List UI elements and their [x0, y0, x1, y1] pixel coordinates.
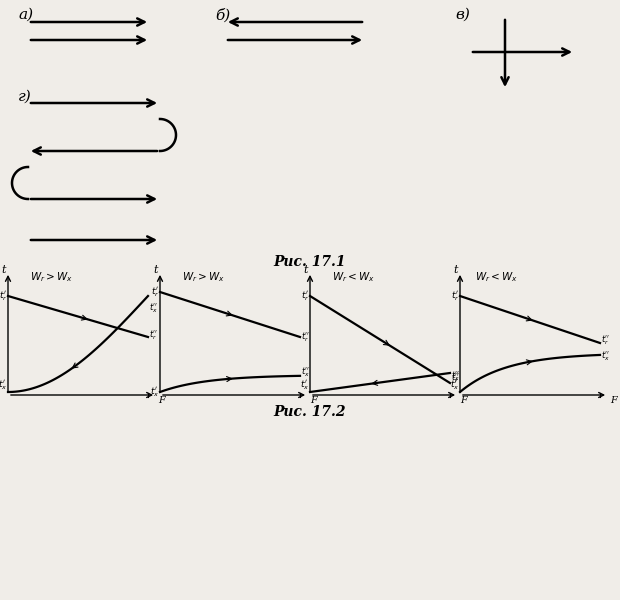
Text: $t_x'$: $t_x'$	[0, 379, 7, 392]
Text: F: F	[310, 396, 317, 405]
Text: t: t	[154, 265, 158, 275]
Text: $t_r''$: $t_r''$	[149, 328, 158, 342]
Text: F: F	[460, 396, 467, 405]
Text: а): а)	[18, 8, 33, 22]
Text: $t_r'$: $t_r'$	[301, 289, 309, 303]
Text: $W_r$$<$$W_x$: $W_r$$<$$W_x$	[332, 270, 375, 284]
Text: б): б)	[215, 8, 230, 22]
Text: $t_r'$: $t_r'$	[151, 285, 159, 299]
Text: $t_x''$: $t_x''$	[301, 365, 310, 379]
Text: $t_x''$: $t_x''$	[601, 349, 610, 363]
Text: $t_r''$: $t_r''$	[601, 333, 610, 347]
Text: $t_x'$: $t_x'$	[450, 379, 459, 392]
Text: F: F	[158, 396, 165, 405]
Text: Рис. 17.1: Рис. 17.1	[274, 255, 346, 269]
Text: t: t	[304, 265, 308, 275]
Text: $t_r'$: $t_r'$	[0, 289, 7, 303]
Text: $t_r''$: $t_r''$	[301, 330, 310, 344]
Text: $t_x''$: $t_x''$	[451, 369, 460, 383]
Text: в): в)	[455, 8, 470, 22]
Text: t: t	[453, 265, 458, 275]
Text: г): г)	[18, 90, 32, 104]
Text: Рис. 17.2: Рис. 17.2	[274, 405, 346, 419]
Text: $t_x''$: $t_x''$	[149, 301, 158, 315]
Text: $W_r$$>$$W_x$: $W_r$$>$$W_x$	[182, 270, 225, 284]
Text: $t_r'$: $t_r'$	[451, 289, 459, 303]
Text: $t_x'$: $t_x'$	[299, 379, 309, 392]
Text: t: t	[1, 265, 6, 275]
Text: $t_r''$: $t_r''$	[451, 371, 460, 385]
Text: $W_r$$<$$W_x$: $W_r$$<$$W_x$	[475, 270, 518, 284]
Text: $t_x'$: $t_x'$	[149, 385, 159, 399]
Text: $W_r$$>$$W_x$: $W_r$$>$$W_x$	[30, 270, 73, 284]
Text: F: F	[610, 396, 617, 405]
